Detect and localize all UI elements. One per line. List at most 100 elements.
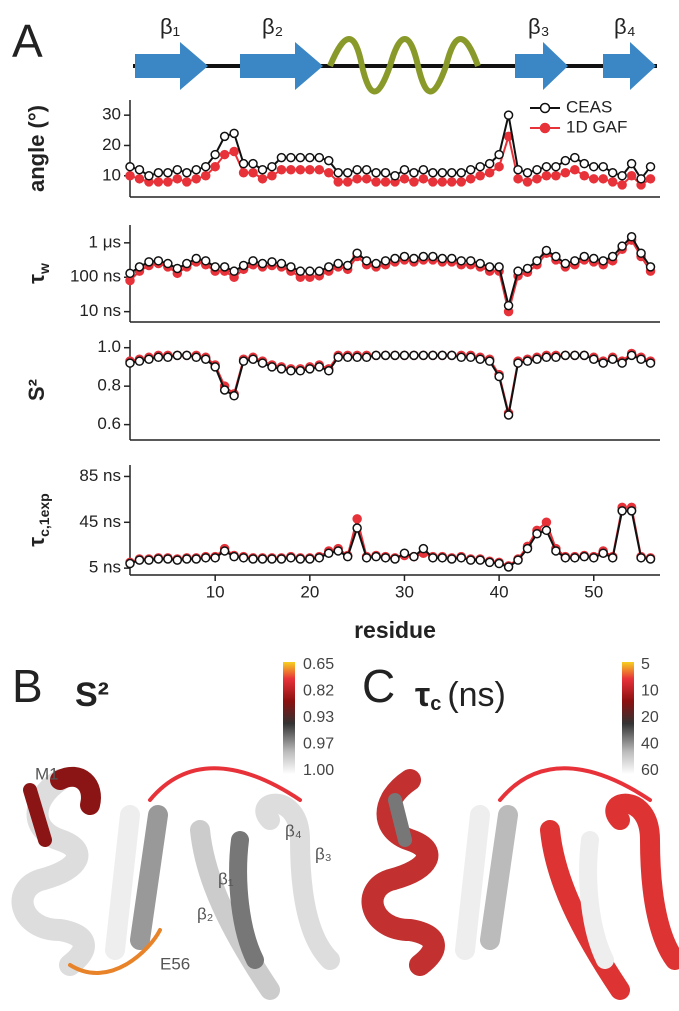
data-point [503, 410, 514, 420]
data-point [314, 266, 325, 276]
data-point [541, 161, 552, 172]
data-point [200, 171, 211, 181]
data-point [437, 553, 448, 563]
data-point [617, 241, 627, 251]
data-point [314, 553, 325, 563]
data-point [541, 171, 552, 181]
data-point [465, 555, 476, 565]
data-point [191, 352, 201, 363]
data-point [276, 164, 287, 175]
data-point [503, 562, 514, 572]
data-point [342, 177, 353, 187]
y-axis-label: angle (°) [24, 105, 49, 192]
data-point [229, 266, 239, 276]
data-point [409, 177, 419, 187]
data-point [617, 506, 627, 516]
data-point [484, 262, 495, 272]
data-point [238, 260, 249, 271]
strand-label: β₂ [197, 904, 213, 923]
data-point [333, 546, 343, 556]
data-point [428, 251, 438, 262]
data-point [182, 258, 192, 269]
data-point [314, 362, 325, 372]
data-point [210, 362, 220, 372]
data-point [125, 161, 135, 172]
data-point [324, 155, 334, 166]
data-point [333, 177, 343, 187]
y-label-sub: w [36, 263, 52, 275]
residue-label: M1 [35, 764, 59, 783]
data-point [314, 164, 325, 175]
data-point [342, 352, 353, 363]
data-point [248, 158, 258, 169]
data-point [361, 553, 372, 563]
data-point [551, 546, 561, 556]
data-point [570, 350, 580, 361]
data-point [541, 525, 552, 536]
data-point [314, 152, 325, 163]
data-point [371, 551, 381, 562]
data-point [219, 385, 230, 395]
strand-label: β₂ [262, 14, 283, 39]
data-point [267, 161, 277, 172]
data-point [475, 171, 485, 181]
protein-b [11, 766, 340, 1000]
data-point [248, 354, 258, 364]
data-point [626, 158, 637, 169]
data-point [219, 262, 230, 272]
colorbar-label: 5 [641, 656, 650, 673]
data-point [428, 553, 438, 563]
data-point [447, 168, 457, 178]
data-point [636, 248, 646, 258]
data-point [522, 356, 533, 366]
data-point [267, 362, 277, 372]
data-point [541, 517, 552, 528]
colorbar-label: 0.65 [303, 656, 334, 673]
data-point [418, 164, 429, 175]
data-point [598, 548, 608, 558]
data-point [295, 152, 306, 163]
colorbar-label: 0.93 [303, 709, 334, 726]
data-point [475, 161, 485, 172]
y-tick-label: 30 [102, 105, 121, 124]
data-point [437, 168, 448, 178]
data-point [305, 164, 315, 175]
data-point [560, 350, 571, 361]
data-point [125, 358, 135, 368]
strand-label: β₃ [315, 844, 332, 863]
data-point [182, 554, 192, 564]
data-point [153, 554, 164, 564]
data-point [238, 553, 249, 563]
panel-title: τc (ns) [415, 676, 506, 715]
data-point [361, 352, 372, 363]
colorbar [622, 662, 634, 774]
data-point [153, 177, 164, 187]
data-point [238, 168, 249, 178]
data-point [267, 257, 277, 267]
data-point [475, 555, 485, 565]
data-point [570, 164, 580, 175]
data-point [200, 354, 211, 364]
data-point [333, 258, 343, 269]
strand-label: β₁ [218, 869, 234, 888]
colorbar-label: 0.82 [303, 683, 334, 700]
data-point [513, 164, 523, 175]
data-point [494, 371, 504, 382]
data-point [560, 168, 571, 178]
data-point [163, 258, 173, 269]
y-tick-label: 10 [102, 165, 121, 184]
colorbar-label: 40 [641, 736, 659, 753]
data-point [361, 164, 372, 175]
data-point [617, 171, 627, 181]
data-point [380, 256, 391, 266]
data-point [295, 164, 306, 175]
x-tick-label: 10 [206, 582, 225, 601]
data-point [456, 256, 466, 266]
data-point [645, 161, 656, 172]
data-point [522, 168, 533, 178]
data-point [134, 356, 145, 366]
data-point [352, 248, 362, 258]
data-point [371, 350, 381, 361]
data-point [447, 177, 457, 187]
data-point [522, 177, 533, 187]
